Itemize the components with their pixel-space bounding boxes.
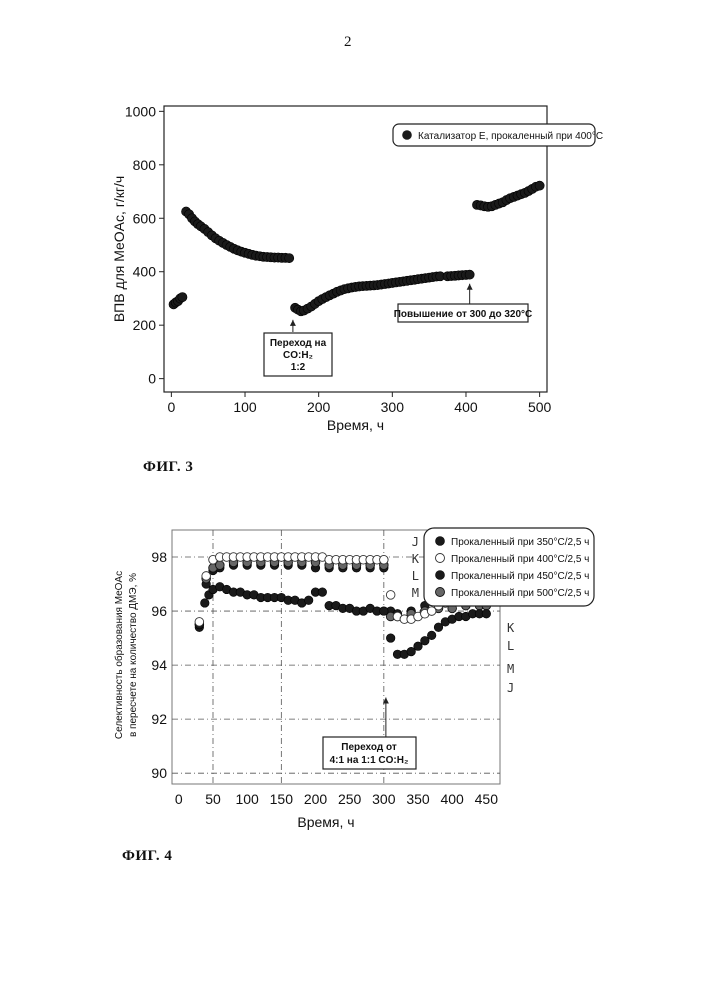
y-tick-label: 800 — [133, 157, 157, 173]
data-point — [534, 180, 545, 191]
plot-frame — [163, 105, 548, 393]
x-tick-label: 100 — [235, 791, 259, 807]
y-tick-label: 96 — [151, 603, 167, 619]
legend-marker — [435, 570, 445, 580]
annotation-text: Переход от — [341, 742, 397, 753]
y-tick-label: 1000 — [125, 103, 156, 119]
data-point — [433, 622, 444, 632]
data-point — [385, 590, 396, 600]
data-point — [201, 571, 211, 581]
x-axis-label: Время, ч — [297, 814, 354, 830]
y-tick-label: 94 — [151, 657, 167, 673]
annotation-box — [263, 332, 333, 377]
legend-label: Прокаленный при 350°C/2,5 ч — [451, 537, 589, 548]
series-end-handwritten-label: J — [507, 681, 514, 695]
x-tick-label: 0 — [167, 399, 175, 415]
legend-handwritten-label: M — [412, 586, 419, 600]
legend-marker — [435, 553, 445, 563]
y-axis-label: ВПВ для MeOAc, г/кг/ч — [111, 176, 127, 322]
legend-box — [423, 527, 595, 607]
chart-fig3: 0 100 200 300 400 500 0 200 400 600 800 1000 Время, … — [111, 103, 603, 433]
x-axis-label: Время, ч — [327, 417, 384, 433]
legend-label: Прокаленный при 450°C/2,5 ч — [451, 571, 589, 582]
x-tick-label: 250 — [338, 791, 362, 807]
legend-box — [392, 123, 596, 147]
x-tick-label: 450 — [475, 791, 499, 807]
annotation-box — [397, 303, 529, 323]
y-tick-label: 92 — [151, 711, 167, 727]
data-point — [413, 641, 423, 651]
legend-label: Катализатор E, прокаленный при 400°C — [418, 131, 603, 142]
annotation-text: 1:2 — [291, 362, 306, 373]
x-tick-label: 400 — [440, 791, 464, 807]
series-end-handwritten-label: K — [507, 621, 515, 635]
series-end-handwritten-label: L — [507, 639, 514, 653]
data-point — [379, 554, 389, 565]
legend-marker — [402, 130, 412, 140]
data-point — [177, 292, 188, 303]
legend-handwritten-label: L — [412, 569, 419, 583]
legend-marker — [435, 587, 445, 597]
annotation-arrowhead — [466, 283, 473, 290]
legend-handwritten-label: K — [412, 552, 420, 566]
y-tick-label: 90 — [151, 765, 167, 781]
x-tick-label: 200 — [307, 399, 331, 415]
y-tick-label: 600 — [133, 210, 157, 226]
data-point — [317, 587, 327, 597]
legend-label: Прокаленный при 400°C/2,5 ч — [451, 554, 589, 565]
y-axis-label-line1: Селективность образования MeOAc — [113, 571, 125, 739]
data-point — [284, 253, 295, 263]
data-point — [481, 609, 491, 619]
x-tick-label: 200 — [304, 791, 328, 807]
data-point — [406, 646, 416, 657]
x-tick-label: 50 — [205, 791, 221, 807]
annotation-text: Переход на — [270, 338, 327, 349]
annotation-text: CO:H₂ — [283, 350, 313, 361]
y-tick-label: 200 — [133, 317, 157, 333]
x-tick-label: 400 — [454, 399, 478, 415]
x-tick-label: 300 — [381, 399, 405, 415]
annotation-text: Повышение от 300 до 320°C — [394, 309, 533, 320]
annotation-box — [322, 736, 417, 770]
x-tick-label: 300 — [372, 791, 396, 807]
x-tick-label: 100 — [233, 399, 257, 415]
data-point — [379, 606, 389, 616]
plot-frame — [171, 529, 501, 785]
figure-caption-4: ФИГ. 4 — [122, 848, 173, 864]
y-tick-label: 0 — [148, 371, 156, 387]
legend-marker — [435, 536, 445, 546]
page-number: 2 — [344, 34, 352, 50]
y-tick-label: 98 — [151, 549, 167, 565]
data-point — [200, 598, 210, 608]
data-point — [464, 269, 475, 280]
series-end-handwritten-label: M — [507, 662, 514, 676]
figure-caption-3: ФИГ. 3 — [143, 459, 194, 475]
x-tick-label: 150 — [270, 791, 294, 807]
y-tick-label: 400 — [133, 264, 157, 280]
x-tick-label: 0 — [175, 791, 183, 807]
data-point — [427, 630, 437, 640]
data-point — [426, 606, 437, 616]
data-point — [304, 595, 314, 605]
x-tick-label: 500 — [528, 399, 552, 415]
x-tick-label: 350 — [406, 791, 430, 807]
data-point — [386, 633, 396, 643]
data-point — [420, 636, 430, 646]
data-point — [194, 617, 205, 627]
legend-label: Прокаленный при 500°C/2,5 ч — [451, 588, 589, 599]
legend-handwritten-label: J — [412, 535, 419, 549]
annotation-arrowhead — [382, 697, 389, 704]
y-axis-label-line2: в пересчете на количество ДМЭ, % — [128, 573, 139, 737]
annotation-arrowhead — [289, 319, 296, 326]
annotation-text: 4:1 на 1:1 CO:H₂ — [330, 755, 409, 766]
